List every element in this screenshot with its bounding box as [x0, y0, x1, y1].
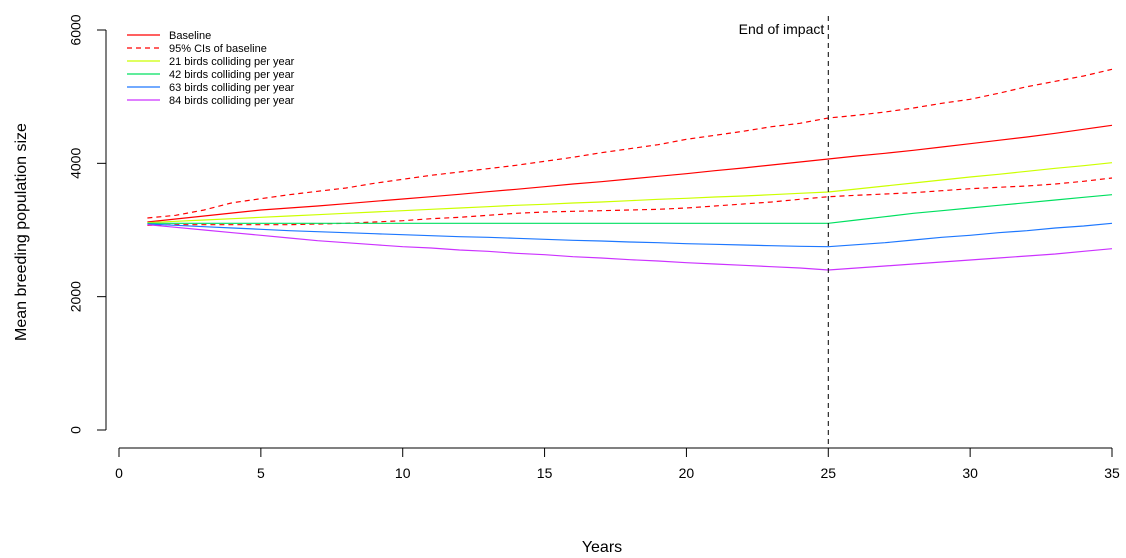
series-line-21-birds-colliding-per-year	[147, 162, 1113, 224]
legend-label: Baseline	[169, 30, 211, 42]
annotation-layer: End of impact	[739, 16, 829, 448]
y-axis: 0 2000 4000 6000	[68, 14, 107, 434]
series-line-84-birds-colliding-per-year	[147, 224, 1113, 271]
x-tick-label: 5	[257, 465, 265, 481]
end-of-impact-label: End of impact	[739, 21, 825, 37]
x-tick-label: 30	[962, 465, 978, 481]
series-line-63-birds-colliding-per-year	[147, 222, 1113, 248]
series-layer	[147, 68, 1113, 271]
y-axis-title: Mean breeding population size	[13, 123, 30, 341]
legend-label: 63 birds colliding per year	[169, 82, 295, 94]
x-tick-label: 20	[679, 465, 695, 481]
y-tick-label: 2000	[68, 281, 84, 312]
series-line-baseline	[147, 124, 1113, 223]
y-tick-label: 6000	[68, 14, 84, 45]
series-line-95-cis-of-baseline-lower	[147, 177, 1113, 226]
y-tick-label: 4000	[68, 148, 84, 179]
series-line-42-birds-colliding-per-year	[147, 194, 1113, 224]
x-axis-title: Years	[582, 539, 622, 556]
legend-label: 95% CIs of baseline	[169, 43, 267, 55]
x-tick-label: 10	[395, 465, 411, 481]
x-axis: 0 5 10 15 20 25 30 35	[115, 447, 1120, 481]
y-tick-label: 0	[68, 426, 84, 434]
series-line-95-cis-of-baseline	[147, 68, 1113, 219]
x-tick-label: 0	[115, 465, 123, 481]
legend-label: 42 birds colliding per year	[169, 69, 295, 81]
x-tick-label: 15	[537, 465, 553, 481]
legend-label: 84 birds colliding per year	[169, 95, 295, 107]
x-tick-label: 25	[820, 465, 836, 481]
legend-label: 21 birds colliding per year	[169, 56, 295, 68]
x-tick-label: 35	[1104, 465, 1120, 481]
